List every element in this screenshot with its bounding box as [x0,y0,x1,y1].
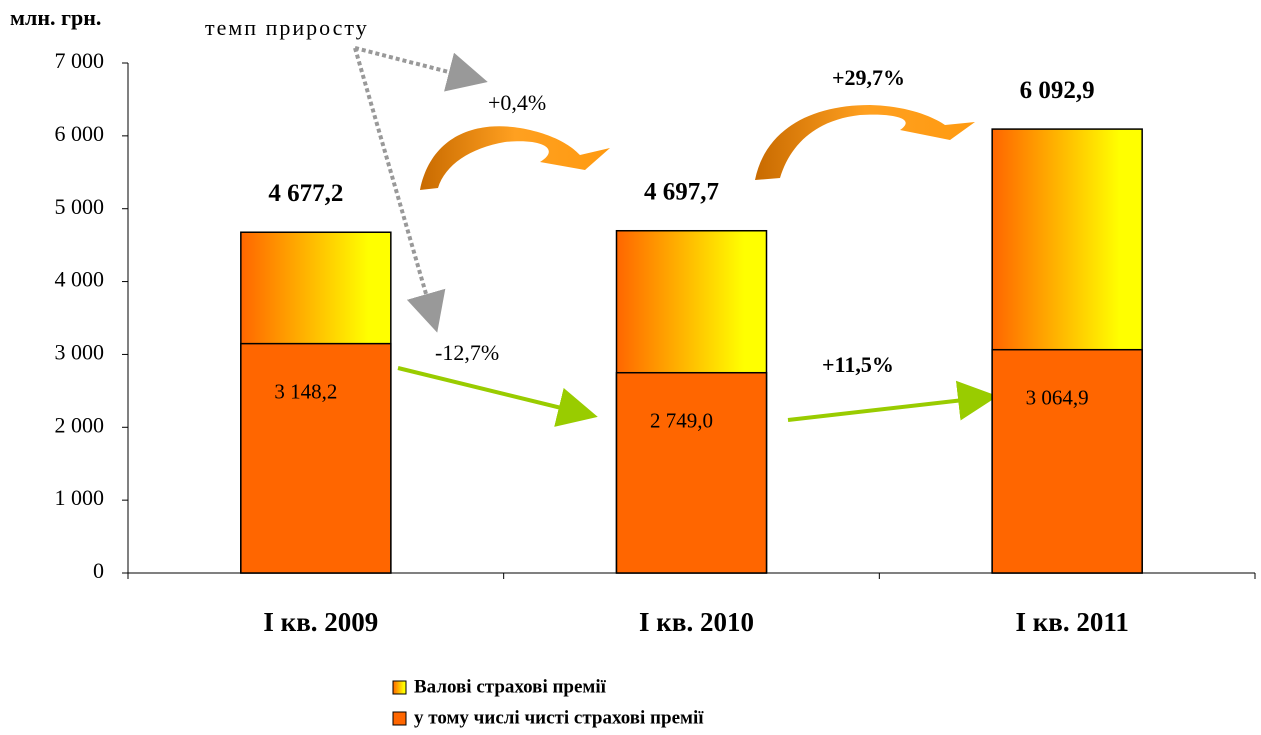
x-tick-label: I кв. 2010 [639,607,754,637]
annotation: +0,4% [488,90,546,115]
annotation: +29,7% [832,65,905,90]
growth-arrow [755,105,975,180]
growth-arrow [420,126,610,190]
annotation: -12,7% [435,340,499,365]
bar [240,342,392,574]
pointer-arrow [354,46,488,92]
y-tick-label: 7 000 [55,48,105,73]
value-label: 3 064,9 [1026,386,1089,410]
x-tick-label: I кв. 2009 [263,607,378,637]
y-tick-label: 5 000 [55,194,105,219]
value-label: 4 697,7 [644,178,719,205]
legend-swatch [392,680,407,695]
value-label: 4 677,2 [268,180,343,207]
y-tick-label: 3 000 [55,339,105,364]
pointer-arrow [353,47,446,333]
y-tick-label: 2 000 [55,412,105,437]
y-tick-label: 6 000 [55,121,105,146]
bar [615,371,768,574]
y-axis-label: млн. грн. [10,5,101,30]
trend-arrow [397,366,598,427]
x-tick-label: I кв. 2011 [1015,607,1128,637]
bar [991,348,1143,574]
value-label: 3 148,2 [274,379,337,403]
annotation: темп приросту [205,15,369,40]
value-label: 6 092,9 [1020,77,1095,104]
y-tick-label: 4 000 [55,267,105,292]
y-tick-label: 1 000 [55,485,105,510]
trend-arrow [787,380,998,422]
legend-label: Валові страхові премії [414,676,607,697]
legend-swatch [392,711,407,726]
y-tick-label: 0 [93,558,104,583]
annotation: +11,5% [822,352,894,377]
legend-label: у тому числі чисті страхові премії [414,707,704,728]
value-label: 2 749,0 [650,409,713,433]
